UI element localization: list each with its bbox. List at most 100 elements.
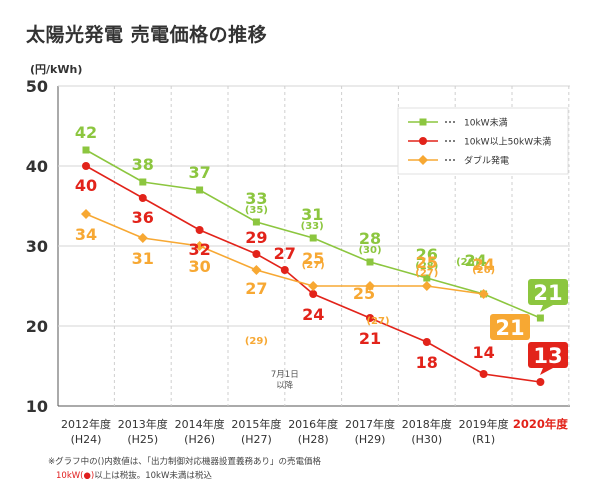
x-tick-label-year: 2015年度 bbox=[231, 417, 281, 431]
callout-box-10-50kw bbox=[528, 342, 568, 368]
data-sublabel: (27) bbox=[415, 268, 438, 279]
data-point-circle bbox=[252, 250, 261, 258]
footnote-red-marker: 10kW(●) bbox=[56, 471, 95, 481]
legend-label: 10kW未満 bbox=[464, 117, 508, 129]
data-point-circle bbox=[195, 226, 204, 234]
data-point-diamond bbox=[194, 241, 205, 251]
y-tick-label: 30 bbox=[26, 237, 48, 256]
data-label: 34 bbox=[75, 225, 97, 244]
data-point-square bbox=[309, 234, 317, 242]
legend-dot bbox=[453, 121, 455, 123]
chart-title: 太陽光発電 売電価格の推移 bbox=[26, 24, 268, 46]
data-point-circle bbox=[366, 314, 374, 322]
legend-dot bbox=[449, 121, 451, 123]
x-tick-label-era: (H28) bbox=[298, 433, 329, 446]
legend-dot bbox=[453, 159, 455, 161]
data-sublabel: (35) bbox=[245, 205, 268, 216]
data-label: 28 bbox=[359, 229, 381, 248]
data-label: 33 bbox=[245, 189, 267, 208]
footnote-tax-text: 以上は税抜。10kW未満は税込 bbox=[94, 471, 212, 481]
data-point-square bbox=[423, 274, 431, 282]
data-label: 37 bbox=[188, 163, 210, 182]
x-tick-label-era: (R1) bbox=[472, 433, 495, 446]
data-point-diamond bbox=[308, 281, 319, 291]
callout-value-10-50kw: 13 bbox=[533, 344, 562, 368]
data-label: 27 bbox=[245, 279, 267, 298]
data-point-circle bbox=[479, 370, 488, 378]
data-point-square bbox=[366, 258, 374, 266]
y-axis-unit: (円/kWh) bbox=[30, 63, 83, 76]
x-tick-label-era: (H29) bbox=[355, 433, 386, 446]
data-point-circle bbox=[82, 162, 90, 170]
data-label: 32 bbox=[188, 240, 210, 259]
callout-pointer-double bbox=[505, 326, 529, 340]
x-tick-label-year: 2020年度 bbox=[513, 417, 569, 431]
y-tick-label: 20 bbox=[26, 317, 48, 336]
x-tick-label-era: (H24) bbox=[71, 433, 102, 446]
data-point-diamond bbox=[137, 233, 148, 243]
x-tick-label-era: (H27) bbox=[241, 433, 272, 446]
data-label: 40 bbox=[75, 176, 97, 195]
x-tick-label-era: (H30) bbox=[411, 433, 442, 446]
data-label: 30 bbox=[188, 257, 210, 276]
callout-pointer-10-50kw bbox=[540, 368, 553, 375]
legend-marker-diamond bbox=[418, 155, 428, 165]
data-label: 38 bbox=[132, 155, 154, 174]
data-point-diamond bbox=[478, 289, 489, 299]
data-sublabel: (27) bbox=[302, 260, 325, 271]
legend-marker-square bbox=[419, 118, 427, 126]
x-tick-label-year: 2014年度 bbox=[175, 417, 225, 431]
data-sublabel: (26) bbox=[472, 265, 495, 276]
data-point-diamond bbox=[251, 265, 262, 275]
x-tick-label-year: 2012年度 bbox=[61, 417, 111, 431]
y-tick-label: 10 bbox=[26, 397, 48, 416]
footnote-tax: 10kW(●)以上は税抜。10kW未満は税込 bbox=[56, 469, 212, 481]
data-point-square bbox=[196, 186, 204, 194]
callout-value-double: 21 bbox=[495, 316, 524, 340]
legend-dot bbox=[445, 140, 447, 142]
x-tick-label-year: 2018年度 bbox=[402, 417, 452, 431]
data-label: 21 bbox=[359, 329, 381, 348]
legend-dot bbox=[449, 140, 451, 142]
series-line-diamond bbox=[85, 213, 484, 295]
data-sublabel: (30) bbox=[358, 245, 381, 256]
legend-label: 10kW以上50kW未満 bbox=[464, 136, 551, 148]
data-point-circle bbox=[138, 194, 147, 202]
data-sublabel: (28) bbox=[415, 261, 438, 272]
callout-pointer-under-10kw bbox=[540, 305, 553, 312]
data-label: 25 bbox=[353, 284, 375, 303]
x-tick-label-era: (H25) bbox=[127, 433, 158, 446]
data-point-circle bbox=[422, 338, 431, 346]
data-label: 18 bbox=[416, 353, 438, 372]
annotation-text: 以降 bbox=[276, 380, 294, 391]
data-point-circle bbox=[280, 266, 289, 274]
data-point-square bbox=[536, 314, 544, 322]
footnote-parentheses: ※グラフ中の()内数値は、「出力制御対応機器設置義務あり」の売電価格 bbox=[48, 457, 322, 467]
data-label: 25 bbox=[302, 249, 324, 268]
data-label: 36 bbox=[132, 208, 154, 227]
legend-dot bbox=[445, 159, 447, 161]
x-tick-label-year: 2019年度 bbox=[459, 417, 509, 431]
legend-dot bbox=[445, 121, 447, 123]
data-point-square bbox=[252, 218, 260, 226]
data-point-square bbox=[82, 146, 90, 154]
data-label: 26 bbox=[416, 245, 438, 264]
x-tick-label-era: (H26) bbox=[184, 433, 215, 446]
x-tick-label-year: 2013年度 bbox=[118, 417, 168, 431]
data-point-square bbox=[139, 178, 147, 186]
x-tick-label-year: 2017年度 bbox=[345, 417, 395, 431]
data-sublabel: (33) bbox=[301, 221, 324, 232]
y-tick-label: 40 bbox=[26, 157, 48, 176]
data-label: 24 bbox=[472, 255, 494, 274]
x-tick-label-year: 2016年度 bbox=[288, 417, 338, 431]
data-label: 27 bbox=[274, 244, 296, 263]
data-label: 31 bbox=[301, 205, 323, 224]
legend-label: ダブル発電 bbox=[464, 155, 509, 167]
data-point-diamond bbox=[365, 281, 375, 291]
data-sublabel: (26) bbox=[456, 257, 479, 268]
legend-dot bbox=[449, 159, 451, 161]
callout-value-under-10kw: 21 bbox=[533, 281, 562, 305]
data-sublabel: (29) bbox=[245, 336, 268, 347]
data-label: 14 bbox=[472, 343, 494, 362]
